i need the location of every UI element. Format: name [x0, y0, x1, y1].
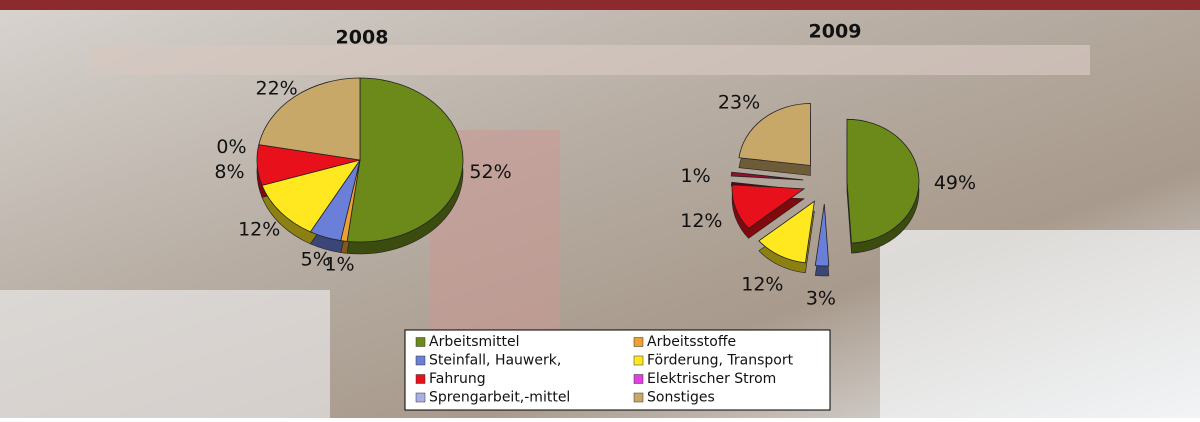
legend-swatch	[633, 355, 644, 366]
data-label: 1%	[680, 165, 710, 187]
data-label: 5%	[301, 249, 331, 271]
legend-label: Förderung, Transport	[647, 353, 794, 369]
legend-label: Fahrung	[429, 371, 486, 387]
pie-slice	[730, 171, 804, 181]
legend-swatch	[633, 337, 644, 347]
legend-swatch	[415, 392, 426, 403]
data-label: 23%	[718, 92, 760, 114]
photo-snow	[0, 290, 330, 418]
legend-label: Steinfall, Hauwerk,	[429, 353, 561, 369]
pie-slice	[346, 77, 464, 243]
data-label: 52%	[469, 161, 511, 183]
pie-slice	[846, 118, 920, 244]
legend-label: Elektrischer Strom	[647, 371, 776, 387]
legend-swatch	[415, 355, 426, 366]
data-label: 12%	[741, 274, 783, 296]
data-label: 12%	[680, 210, 722, 232]
data-label: 0%	[216, 136, 246, 158]
data-label: 12%	[238, 218, 280, 240]
pie-slice	[731, 184, 806, 229]
photo-beam	[90, 45, 1090, 75]
header-bar	[0, 0, 1200, 10]
pie-slice	[258, 77, 361, 161]
data-label: 1%	[324, 253, 354, 275]
data-label: 22%	[256, 77, 298, 99]
legend-swatch	[633, 392, 644, 403]
chart-title: 2008	[336, 27, 389, 49]
chart-title: 2009	[809, 21, 862, 43]
legend-label: Arbeitsmittel	[429, 334, 520, 350]
pie-slice	[814, 203, 830, 267]
legend	[404, 329, 831, 411]
data-label: 8%	[214, 161, 244, 183]
pie-slice	[261, 159, 361, 233]
photo-snow	[880, 230, 1200, 418]
pie-slice	[758, 200, 815, 264]
legend-swatch	[415, 374, 426, 384]
pie-slice	[738, 103, 811, 166]
data-label: 49%	[934, 172, 976, 194]
legend-swatch	[633, 374, 644, 384]
data-label: 3%	[806, 287, 836, 309]
legend-label: Sprengarbeit,-mittel	[429, 390, 570, 406]
legend-label: Arbeitsstoffe	[647, 334, 736, 350]
legend-swatch	[415, 337, 426, 347]
legend-label: Sonstiges	[647, 390, 715, 406]
